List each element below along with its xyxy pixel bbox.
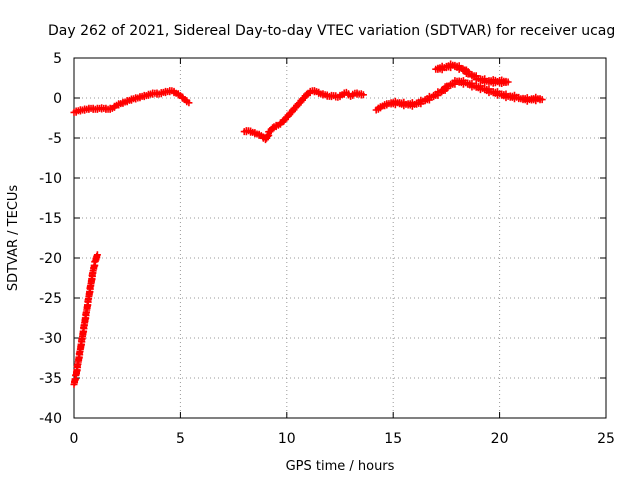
x-tick-label: 25 [597, 431, 615, 447]
series-segment-3 [372, 60, 546, 114]
y-tick-label: -15 [39, 211, 62, 227]
data-point [185, 99, 193, 107]
y-tick-label: -40 [39, 411, 62, 427]
grid [74, 58, 606, 418]
x-tick-label: 10 [278, 431, 296, 447]
x-tick-label: 20 [491, 431, 509, 447]
series-segment-2 [240, 87, 367, 144]
data-point [303, 90, 311, 98]
y-tick-label: -10 [39, 171, 62, 187]
ticks: 0 5 10 15 20 25 5 0 -5 -10 -15 -20 -25 -30 -35 -40 [39, 51, 615, 447]
x-tick-label: 0 [70, 431, 79, 447]
y-tick-label: -5 [48, 131, 62, 147]
data-point [538, 96, 546, 104]
y-tick-label: -30 [39, 331, 62, 347]
data-point [93, 251, 101, 259]
plot-frame [73, 57, 607, 419]
data-point [504, 78, 512, 86]
y-tick-label: 0 [53, 91, 62, 107]
x-tick-label: 5 [176, 431, 185, 447]
y-tick-label: -35 [39, 371, 62, 387]
series-segment-1 [70, 87, 193, 116]
y-axis-label: SDTVAR / TECUs [6, 185, 21, 292]
y-tick-label: -20 [39, 251, 62, 267]
data-point [269, 124, 277, 132]
chart-title: Day 262 of 2021, Sidereal Day-to-day VTE… [48, 23, 615, 39]
data-point [359, 91, 367, 99]
y-tick-label: 5 [53, 51, 62, 67]
y-tick-label: -25 [39, 291, 62, 307]
data-points [70, 60, 546, 388]
x-tick-label: 15 [384, 431, 402, 447]
x-axis-label: GPS time / hours [286, 459, 395, 474]
series-segment-4 [70, 251, 101, 388]
